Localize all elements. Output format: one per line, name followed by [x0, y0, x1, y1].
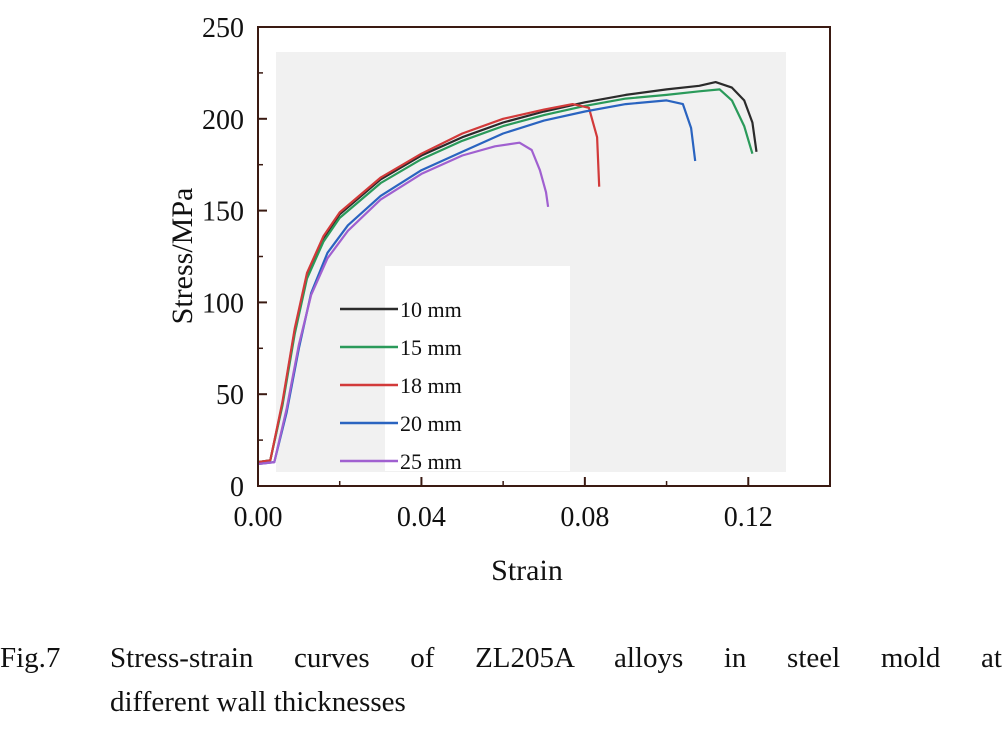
- x-tick-label: 0.08: [560, 502, 609, 533]
- y-axis-label: Stress/MPa: [166, 188, 199, 325]
- caption-line-1: Stress-strain curves of ZL205A alloys in…: [110, 642, 1002, 674]
- legend-label: 10 mm: [400, 297, 462, 322]
- stress-strain-chart: 0.00 0.04 0.08 0.12 0 50 100 150 200 250 10 mm 15…: [166, 13, 831, 587]
- figure-caption: Fig.7 Stress-strain curves of ZL205A all…: [0, 636, 1002, 724]
- y-tick-label: 100: [202, 288, 244, 319]
- x-axis-label: Strain: [491, 554, 563, 587]
- caption-label: Fig.7: [0, 642, 61, 674]
- series-line-3: [257, 103, 601, 464]
- x-tick-label: 0.12: [724, 502, 773, 533]
- y-axis-ticks: 0 50 100 150 200 250: [202, 13, 267, 503]
- legend-label: 20 mm: [400, 411, 462, 436]
- series-layer: [257, 81, 758, 466]
- legend-label: 15 mm: [400, 335, 462, 360]
- x-tick-label: 0.04: [397, 502, 446, 533]
- y-tick-label: 200: [202, 105, 244, 136]
- x-tick-label: 0.00: [234, 502, 283, 533]
- legend-label: 18 mm: [400, 373, 462, 398]
- y-tick-label: 150: [202, 197, 244, 228]
- series-line-2: [257, 88, 754, 464]
- legend-label: 25 mm: [400, 449, 462, 474]
- y-tick-label: 50: [216, 380, 244, 411]
- legend: 10 mm 15 mm 18 mm 20 mm 25 mm: [340, 297, 462, 474]
- legend-background: [385, 266, 570, 471]
- y-tick-label: 0: [230, 472, 244, 503]
- x-axis-ticks: 0.00 0.04 0.08 0.12: [234, 477, 773, 533]
- series-line-5: [257, 141, 550, 466]
- y-tick-label: 250: [202, 13, 244, 44]
- caption-line-2: different wall thicknesses: [110, 686, 406, 718]
